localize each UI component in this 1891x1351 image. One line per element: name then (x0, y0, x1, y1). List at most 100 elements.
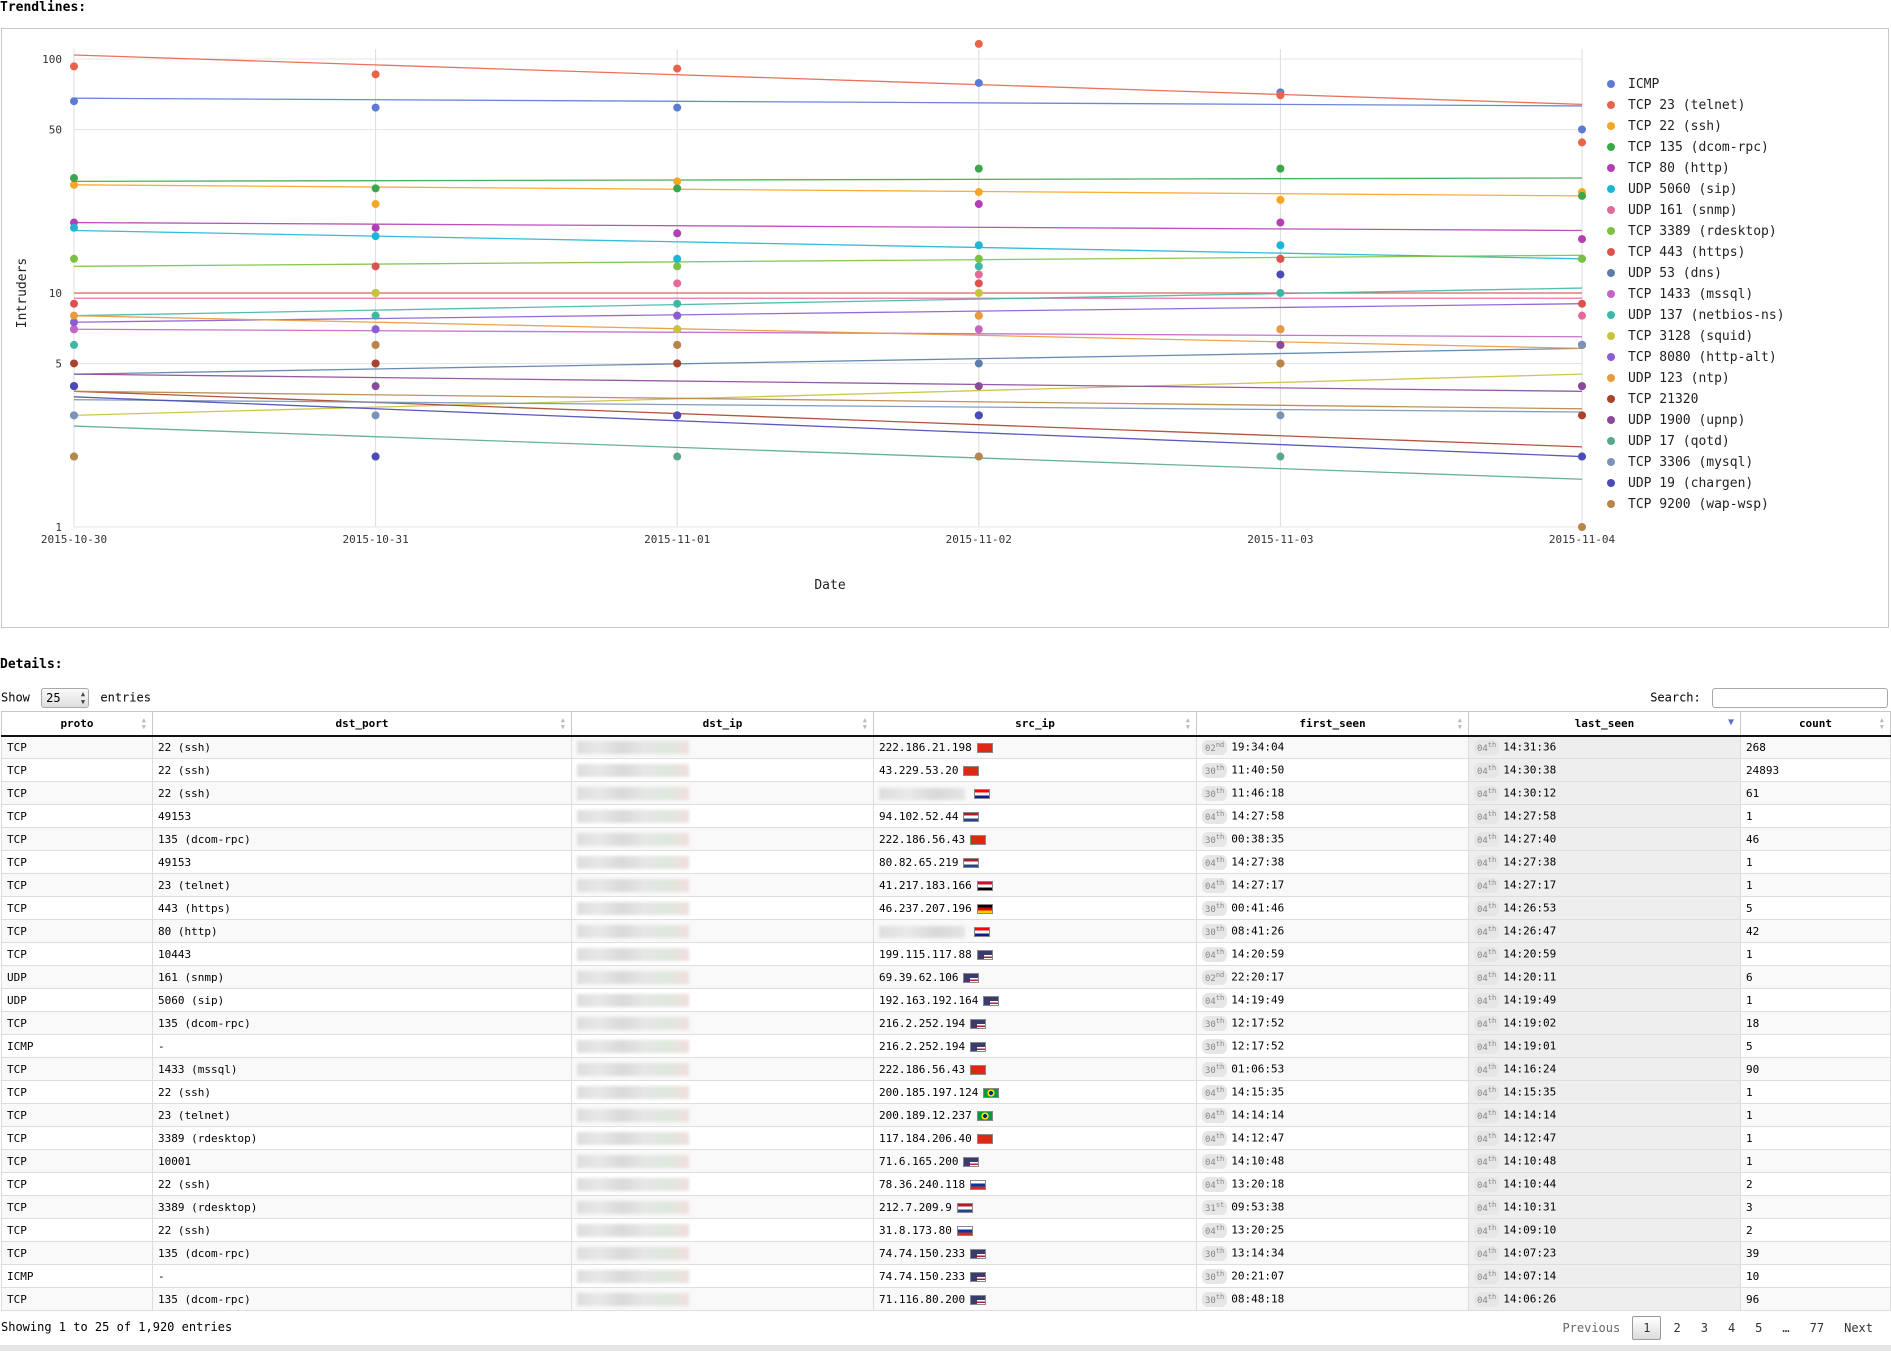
cell-last-seen: 04th 14:27:58 (1468, 804, 1741, 828)
cell-src-ip: 94.102.52.44 (873, 804, 1197, 828)
count-value: 6 (1746, 970, 1753, 984)
redacted-ip (577, 786, 689, 800)
column-header-count[interactable]: count ▲ ▼ (1740, 711, 1891, 737)
table-row[interactable]: TCP 49153 80.82.65.219 04th 14:27:38 04th 14:2… (1, 850, 1891, 874)
day-suffix: th (1215, 1062, 1225, 1071)
day-number: 04 (1477, 996, 1488, 1007)
day-badge: 04th (1202, 1176, 1228, 1192)
table-row[interactable]: TCP 135 (dcom-rpc) 71.116.80.200 30th 08:48:… (1, 1287, 1891, 1311)
cell-count: 1 (1740, 1126, 1891, 1150)
previous-button[interactable]: Previous (1562, 1321, 1621, 1335)
table-row[interactable]: TCP 135 (dcom-rpc) 216.2.252.194 30th 12:17:… (1, 1011, 1891, 1035)
next-button[interactable]: Next (1844, 1321, 1873, 1335)
day-suffix: th (1215, 1039, 1225, 1048)
dst-port-value: 1433 (mssql) (158, 1062, 238, 1076)
column-header-first-seen[interactable]: first_seen ▲ ▼ (1196, 711, 1469, 737)
table-row[interactable]: TCP 22 (ssh) 222.186.21.198 02nd 19:34:04 04t… (1, 735, 1891, 759)
redacted-ip (577, 763, 689, 777)
column-header-dst-port[interactable]: dst_port ▲ ▼ (152, 711, 572, 737)
cell-src-ip (873, 781, 1197, 805)
trendline (73, 315, 1583, 350)
page-button-4[interactable]: 4 (1727, 1321, 1736, 1335)
data-point (70, 254, 78, 263)
page-button-5[interactable]: 5 (1755, 1321, 1763, 1335)
sort-icon: ▲ ▼ (1879, 716, 1884, 731)
proto-value: TCP (7, 855, 27, 869)
flag-us-icon (963, 1156, 980, 1167)
table-row[interactable]: TCP 1433 (mssql) 222.186.56.43 30th 01:06:53… (1, 1057, 1891, 1081)
day-suffix: th (1215, 1154, 1225, 1163)
dst-port-value: 443 (https) (158, 901, 231, 915)
column-header-last-seen[interactable]: last_seen ▼ (1468, 711, 1741, 737)
legend-entry: TCP 135 (dcom-rpc) (1628, 140, 1769, 155)
data-point (70, 318, 78, 327)
entries-select[interactable]: 25 ▲ ▼ (41, 688, 90, 708)
trendline-chart: 2015-10-30 2015-10-31 2015-11-01 2015-11-02… (1, 28, 1889, 628)
table-row[interactable]: TCP 22 (ssh) 31.8.173.80 04th 13:20:25 04th 14… (1, 1218, 1891, 1242)
cell-dst-ip (571, 827, 874, 851)
table-row[interactable]: TCP 135 (dcom-rpc) 222.186.56.43 30th 00:38:… (1, 827, 1891, 851)
proto-value: TCP (7, 1200, 27, 1214)
redacted-ip (577, 741, 689, 754)
last-seen-time: 14:16:24 (1503, 1062, 1557, 1075)
page-button-2[interactable]: 2 (1673, 1321, 1681, 1335)
table-row[interactable]: TCP 10001 71.6.165.200 04th 14:10:48 04th 14:1… (1, 1149, 1891, 1173)
table-row[interactable]: ICMP -74.74.150.233 30th 20:21:07 04th 14:07:… (1, 1264, 1891, 1288)
table-row[interactable]: TCP 23 (telnet) 41.217.183.166 04th 14:27:17… (1, 873, 1891, 897)
horizontal-scrollbar[interactable] (0, 1345, 1891, 1351)
table-row[interactable]: UDP 161 (snmp) 69.39.62.106 02nd 22:20:17 04t… (1, 965, 1891, 989)
page-button-77[interactable]: 77 (1809, 1321, 1825, 1335)
page-button-1[interactable]: 1 (1632, 1316, 1662, 1340)
table-row[interactable]: TCP 49153 94.102.52.44 04th 14:27:58 04th 14:2… (1, 804, 1891, 828)
flag-hr-icon (974, 788, 990, 799)
column-header-proto[interactable]: proto ▲ ▼ (1, 711, 153, 737)
table-row[interactable]: TCP 22 (ssh) 78.36.240.118 04th 13:20:18 04th… (1, 1172, 1891, 1196)
last-seen-time: 14:27:58 (1503, 809, 1557, 822)
data-point (673, 177, 682, 186)
dst-port-value: 23 (telnet) (158, 1108, 231, 1122)
table-row[interactable]: TCP 23 (telnet) 200.189.12.237 04th 14:14:14… (1, 1103, 1891, 1127)
cell-last-seen: 04th 14:14:14 (1468, 1103, 1741, 1127)
table-row[interactable]: TCP 22 (ssh) 30th 11:46:18 04th 14:30:12 61 (1, 781, 1891, 805)
legend-marker (1607, 164, 1615, 172)
cell-proto: TCP (1, 896, 153, 920)
data-point (70, 411, 78, 420)
page-button-3[interactable]: 3 (1700, 1321, 1708, 1335)
table-row[interactable]: UDP 5060 (sip) 192.163.192.164 04th 14:19:49… (1, 988, 1891, 1012)
data-point (1276, 270, 1285, 279)
column-header-dst-ip[interactable]: dst_ip ▲ ▼ (571, 711, 874, 737)
table-row[interactable]: TCP 22 (ssh) 43.229.53.20 30th 11:40:50 04th 1… (1, 758, 1891, 782)
count-value: 42 (1746, 924, 1760, 938)
table-row[interactable]: ICMP -216.2.252.194 30th 12:17:52 04th 14:19:… (1, 1034, 1891, 1058)
column-header-src-ip[interactable]: src_ip ▲ ▼ (873, 711, 1197, 737)
table-row[interactable]: TCP 22 (ssh) 200.185.197.124 04th 14:15:35 04… (1, 1080, 1891, 1104)
cell-first-seen: 04th 14:27:17 (1196, 873, 1469, 897)
day-badge: 04th (1474, 831, 1500, 847)
table-row[interactable]: TCP 10443 199.115.117.88 04th 14:20:59 04th 14… (1, 942, 1891, 966)
legend-marker (1607, 311, 1615, 319)
last-seen-time: 14:19:02 (1503, 1016, 1557, 1029)
dst-port-value: 22 (ssh) (158, 763, 211, 777)
legend-entry: TCP 9200 (wap-wsp) (1628, 497, 1769, 512)
search-input[interactable] (1712, 688, 1888, 708)
last-seen-time: 14:14:14 (1503, 1108, 1557, 1121)
table-row[interactable]: TCP 135 (dcom-rpc) 74.74.150.233 30th 13:14:… (1, 1241, 1891, 1265)
table-row[interactable]: TCP 443 (https) 46.237.207.196 30th 00:41:46… (1, 896, 1891, 920)
cell-count: 10 (1740, 1264, 1891, 1288)
table-row[interactable]: TCP 3389 (rdesktop) 117.184.206.40 04th 14:1… (1, 1126, 1891, 1150)
cell-last-seen: 04th 14:10:44 (1468, 1172, 1741, 1196)
trendlines-title: Trendlines: (0, 0, 87, 15)
cell-last-seen: 04th 14:19:02 (1468, 1011, 1741, 1035)
legend-marker (1607, 206, 1615, 214)
cell-src-ip: 200.185.197.124 (873, 1080, 1197, 1104)
cell-count: 90 (1740, 1057, 1891, 1081)
proto-value: ICMP (7, 1039, 34, 1053)
cell-dst-ip (571, 896, 874, 920)
table-row[interactable]: TCP 80 (http) 30th 08:41:26 04th 14:26:47 42 (1, 919, 1891, 943)
table-row[interactable]: TCP 3389 (rdesktop) 212.7.209.9 31st 09:53:3… (1, 1195, 1891, 1219)
cell-dst-port: 22 (ssh) (152, 735, 572, 759)
data-point (1578, 125, 1586, 134)
cell-last-seen: 04th 14:19:01 (1468, 1034, 1741, 1058)
cell-proto: TCP (1, 804, 153, 828)
x-tick-label: 2015-11-02 (946, 533, 1012, 546)
